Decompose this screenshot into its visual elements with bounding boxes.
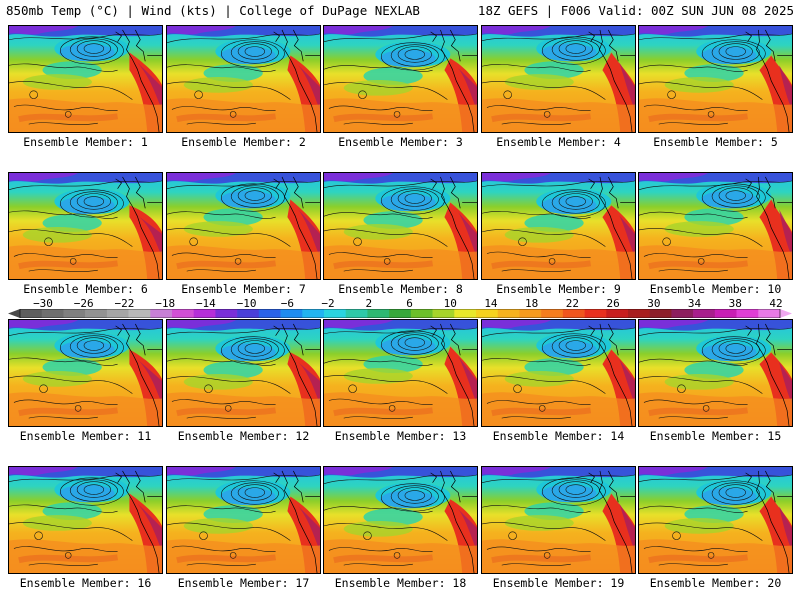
colorbar-tick-label: 10 [443, 297, 457, 310]
ensemble-member-label: Ensemble Member: 9 [496, 282, 621, 296]
ensemble-member-map [166, 172, 321, 280]
colorbar-tick-label: 18 [525, 297, 539, 310]
chart-title: 850mb Temp (°C) | Wind (kts) | College o… [6, 3, 420, 18]
colorbar-swatch [693, 309, 716, 318]
ensemble-member-label: Ensemble Member: 11 [19, 429, 152, 443]
ensemble-member-label: Ensemble Member: 12 [177, 429, 310, 443]
colorbar-swatch [476, 309, 499, 318]
ensemble-member-label: Ensemble Member: 2 [181, 135, 306, 149]
ensemble-member-map [481, 466, 636, 574]
colorbar-tick-label: 6 [406, 297, 413, 310]
ensemble-member-map [166, 466, 321, 574]
colorbar-swatch [258, 309, 281, 318]
colorbar-swatch [497, 309, 520, 318]
colorbar-tick-label: 14 [484, 297, 498, 310]
colorbar-tick-label: 22 [565, 297, 579, 310]
ensemble-member-map [323, 25, 478, 133]
colorbar-tick-label: 38 [728, 297, 742, 310]
ensemble-member-label: Ensemble Member: 10 [649, 282, 782, 296]
colorbar-swatch [714, 309, 737, 318]
colorbar-swatch [324, 309, 347, 318]
colorbar-tick-label: 2 [365, 297, 373, 310]
colorbar-tick-label: −2 [321, 297, 335, 310]
ensemble-member-map [8, 319, 163, 427]
ensemble-member-label: Ensemble Member: 17 [177, 576, 310, 590]
colorbar-swatch [193, 309, 216, 318]
model-valid-time: 18Z GEFS | F006 Valid: 00Z SUN JUN 08 20… [477, 3, 794, 18]
ensemble-member-label: Ensemble Member: 7 [181, 282, 306, 296]
ensemble-member-map [638, 172, 793, 280]
colorbar-swatch [215, 309, 238, 318]
ensemble-member-map [481, 319, 636, 427]
colorbar-swatch [20, 309, 43, 318]
colorbar-swatch [541, 309, 564, 318]
colorbar-swatch [606, 309, 629, 318]
ensemble-member-label: Ensemble Member: 5 [653, 135, 778, 149]
ensemble-member-label: Ensemble Member: 20 [649, 576, 782, 590]
colorbar-swatch [367, 309, 390, 318]
colorbar-tick-label: −22 [114, 297, 135, 310]
colorbar-swatch [671, 309, 694, 318]
colorbar-max-arrow [780, 309, 792, 318]
colorbar-tick-label: −10 [236, 297, 257, 310]
colorbar-tick-label: −18 [155, 297, 176, 310]
colorbar-tick-label: 26 [606, 297, 620, 310]
ensemble-member-map [323, 319, 478, 427]
colorbar-swatch [345, 309, 368, 318]
colorbar-swatch [128, 309, 151, 318]
colorbar-tick-label: −6 [280, 297, 294, 310]
colorbar-min-arrow [8, 309, 20, 318]
colorbar-swatch [432, 309, 455, 318]
colorbar-swatch [628, 309, 651, 318]
ensemble-member-label: Ensemble Member: 8 [338, 282, 463, 296]
ensemble-member-map [323, 466, 478, 574]
ensemble-member-map [481, 25, 636, 133]
ensemble-member-label: Ensemble Member: 16 [19, 576, 152, 590]
ensemble-member-map [638, 25, 793, 133]
colorbar-swatch [410, 309, 433, 318]
colorbar-swatch [41, 309, 64, 318]
colorbar-swatch [172, 309, 195, 318]
ensemble-member-label: Ensemble Member: 6 [23, 282, 148, 296]
colorbar-swatch [106, 309, 129, 318]
colorbar-swatch [85, 309, 108, 318]
colorbar-swatch [389, 309, 412, 318]
ensemble-member-label: Ensemble Member: 13 [334, 429, 467, 443]
ensemble-member-map [481, 172, 636, 280]
colorbar-swatch [150, 309, 173, 318]
colorbar-swatch [519, 309, 542, 318]
ensemble-member-map [8, 466, 163, 574]
colorbar-swatch [280, 309, 303, 318]
ensemble-member-label: Ensemble Member: 15 [649, 429, 782, 443]
colorbar-tick-label: 42 [769, 297, 783, 310]
ensemble-member-map [166, 319, 321, 427]
ensemble-member-label: Ensemble Member: 19 [492, 576, 625, 590]
colorbar-tick-label: 34 [687, 297, 702, 310]
ensemble-member-map [638, 319, 793, 427]
colorbar-tick-label: −26 [73, 297, 94, 310]
colorbar-tick-label: −30 [33, 297, 53, 310]
ensemble-member-map [166, 25, 321, 133]
ensemble-member-map [638, 466, 793, 574]
colorbar-tick-label: −14 [195, 297, 216, 310]
ensemble-member-label: Ensemble Member: 18 [334, 576, 467, 590]
colorbar-swatch [562, 309, 585, 318]
colorbar-tick-label: 30 [647, 297, 661, 310]
ensemble-member-map [8, 25, 163, 133]
ensemble-member-label: Ensemble Member: 1 [23, 135, 148, 149]
ensemble-member-map [8, 172, 163, 280]
colorbar-swatch [63, 309, 86, 318]
colorbar-swatch [237, 309, 260, 318]
ensemble-member-label: Ensemble Member: 3 [338, 135, 463, 149]
colorbar-swatch [736, 309, 759, 318]
ensemble-member-label: Ensemble Member: 14 [492, 429, 625, 443]
colorbar-swatch [454, 309, 477, 318]
colorbar-swatch [758, 309, 781, 318]
colorbar-swatch [302, 309, 325, 318]
ensemble-member-label: Ensemble Member: 4 [496, 135, 621, 149]
colorbar-swatch [649, 309, 672, 318]
ensemble-member-map [323, 172, 478, 280]
temperature-colorbar [8, 309, 792, 318]
colorbar-swatch [584, 309, 607, 318]
